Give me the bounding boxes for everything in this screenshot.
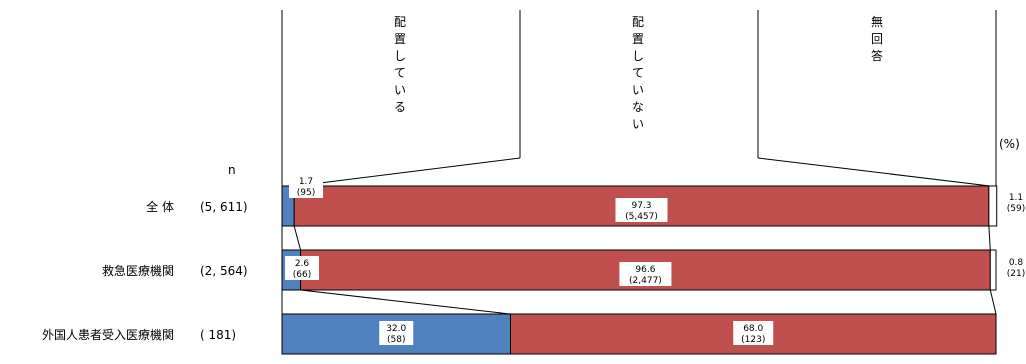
series-header-char: 配 — [632, 15, 644, 29]
header-leader — [757, 157, 991, 187]
category-label: 救急医療機関 — [102, 263, 174, 278]
series-header-char: い — [632, 83, 644, 97]
series0-count-label: (58) — [387, 335, 405, 345]
series-header-char: る — [394, 100, 406, 114]
series-header-char: 配 — [394, 15, 406, 29]
category-label: 外国人患者受入医療機関 — [42, 327, 174, 342]
series-header-char: な — [632, 100, 644, 114]
series2-count-label: (59) — [1007, 204, 1025, 214]
series-header-char: て — [394, 66, 406, 80]
connector-line — [989, 289, 997, 315]
series0-count-label: (66) — [293, 270, 311, 280]
series-header-char: 無 — [871, 14, 883, 29]
series0-value-label: 2.6 — [295, 259, 310, 269]
unit-label: (%) — [999, 137, 1020, 151]
labels: 全 体 (5, 611) 救急医療機関 (2, 564) 外国人患者受入医療機関 ( 18… — [42, 174, 1026, 345]
label-bg — [289, 174, 323, 198]
label-bg — [999, 190, 1026, 214]
series-header-char: し — [632, 49, 644, 63]
series-header-char: て — [632, 66, 644, 80]
label-bg — [285, 256, 319, 280]
n-value: ( 181) — [200, 328, 236, 342]
connector-line — [300, 289, 511, 315]
series-header-char: 置 — [632, 32, 644, 46]
series-header-char: 置 — [394, 32, 406, 46]
bar-segment — [989, 249, 997, 291]
category-label: 全 体 — [146, 199, 174, 214]
connector-lines — [281, 10, 997, 352]
series0-value-label: 1.7 — [299, 177, 313, 187]
label-bg — [619, 262, 672, 286]
n-value: (2, 564) — [200, 264, 248, 278]
series-header-char: 答 — [871, 48, 883, 63]
connector-line — [988, 225, 991, 251]
label-bg — [615, 198, 668, 222]
n-value: (5, 611) — [200, 200, 248, 214]
series1-count-label: (5,457) — [625, 212, 658, 222]
series2-count-label: (21) — [1007, 269, 1025, 279]
bar-segment — [988, 185, 998, 227]
label-bg — [733, 321, 774, 345]
series1-value-label: 97.3 — [631, 201, 651, 211]
series1-count-label: (2,477) — [629, 276, 662, 286]
label-bg — [379, 321, 414, 345]
series-header-char: 回 — [871, 32, 883, 46]
series0-count-label: (95) — [297, 188, 315, 198]
series2-value-label: 1.1 — [1009, 193, 1023, 203]
connector-line — [293, 225, 302, 251]
series1-count-label: (123) — [741, 335, 765, 345]
n-header: n — [228, 163, 236, 177]
series2-value-label: 0.8 — [1009, 258, 1024, 268]
header-leader — [295, 157, 521, 187]
series-header-char: い — [394, 83, 406, 97]
bars — [281, 185, 998, 355]
series0-value-label: 32.0 — [386, 324, 406, 334]
series-header-char: い — [632, 117, 644, 131]
series-header-char: し — [394, 49, 406, 63]
series1-value-label: 68.0 — [743, 324, 763, 334]
series1-value-label: 96.6 — [635, 265, 655, 275]
label-bg — [999, 255, 1026, 279]
